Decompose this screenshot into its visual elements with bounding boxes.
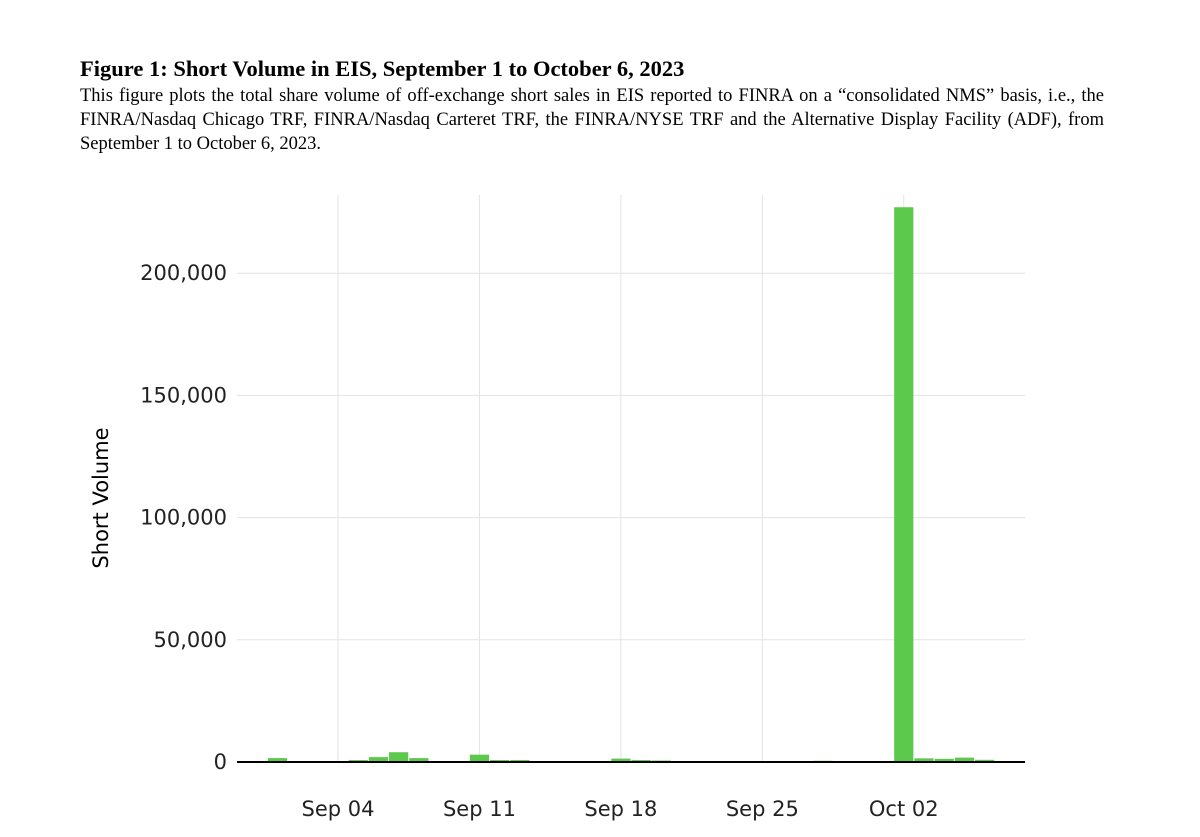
bar [974,759,995,762]
figure-description: This figure plots the total share volume… [80,86,1104,154]
y-tick-label: 200,000 [140,261,227,285]
y-axis-title: Short Volume [89,427,113,568]
bars [267,207,995,762]
x-tick-label: Sep 11 [443,797,516,821]
y-tick-label: 0 [214,750,227,774]
bar [469,754,490,762]
bar [934,758,954,762]
bar [409,758,429,762]
figure-title: Figure 1: Short Volume in EIS, September… [80,56,685,81]
bar [389,752,409,762]
axes: 0 50,000 100,000 150,000 200,000 Sep 04 Sep 11… [140,261,1025,821]
y-tick-label: 100,000 [140,506,227,530]
x-tick-label: Sep 18 [584,797,657,821]
bar [267,758,288,762]
x-tick-label: Sep 04 [302,797,375,821]
x-tick-label: Oct 02 [869,797,939,821]
bar [914,758,934,762]
bar [368,757,389,762]
bar [894,207,914,762]
y-tick-label: 50,000 [154,628,227,652]
figure-caption: Figure 1: Short Volume in EIS, September… [80,56,1104,156]
y-tick-label: 150,000 [140,383,227,407]
bar [954,757,974,762]
x-tick-label: Sep 25 [726,797,799,821]
bar [611,758,631,762]
